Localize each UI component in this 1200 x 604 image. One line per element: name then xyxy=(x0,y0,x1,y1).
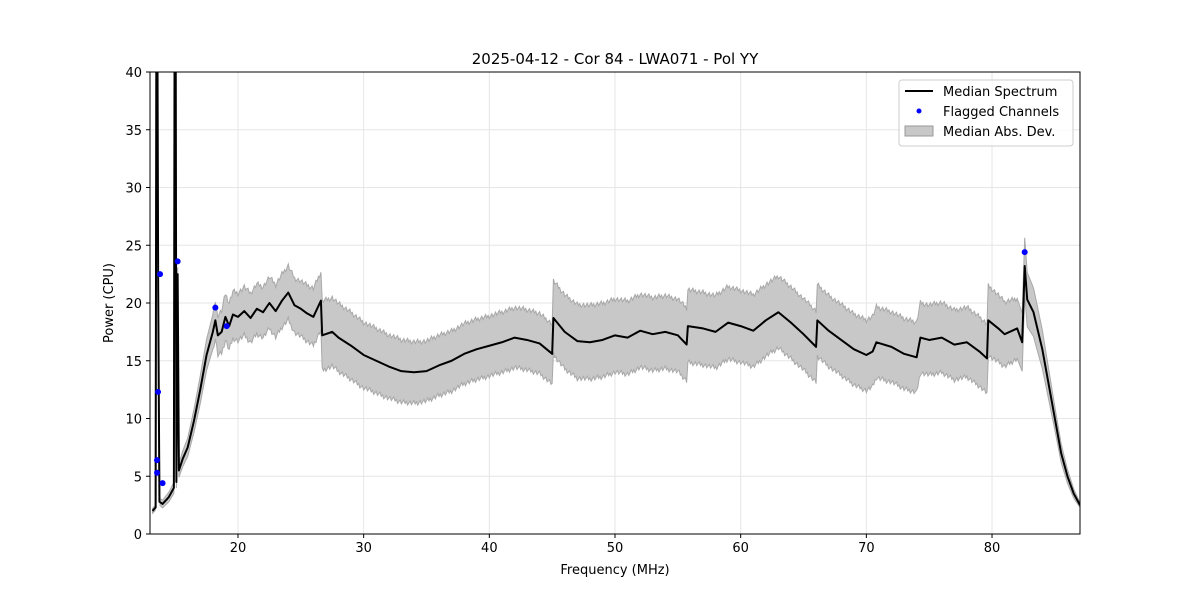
legend-mad: Median Abs. Dev. xyxy=(943,125,1055,140)
y-tick-label: 15 xyxy=(125,355,142,370)
median-spectrum-line xyxy=(151,72,1080,512)
flagged-channel-point xyxy=(212,304,219,311)
legend-box xyxy=(898,79,1074,147)
x-tick-label: 70 xyxy=(858,541,875,556)
y-axis-label: Power (CPU) xyxy=(102,263,117,343)
mad-band xyxy=(152,72,1080,515)
flagged-channel-point xyxy=(1021,249,1028,256)
flagged-channel-point xyxy=(155,388,162,395)
flagged-channel-point xyxy=(174,258,181,265)
flagged-channel-point xyxy=(159,480,166,487)
y-tick-label: 25 xyxy=(125,239,142,254)
x-tick-label: 30 xyxy=(355,541,372,556)
y-tick-label: 40 xyxy=(125,66,142,81)
y-tick-label: 10 xyxy=(125,413,142,428)
flagged-channel-point xyxy=(223,323,230,330)
flagged-channel-point xyxy=(154,457,161,464)
x-axis-label: Frequency (MHz) xyxy=(560,563,669,578)
legend-mad-patch-icon xyxy=(904,125,934,137)
x-tick-label: 80 xyxy=(984,541,1001,556)
x-tick-label: 20 xyxy=(230,541,247,556)
flagged-channel-point xyxy=(154,469,161,476)
y-tick-label: 20 xyxy=(125,297,142,312)
y-tick-label: 0 xyxy=(134,528,142,543)
legend-flagged-dot-icon xyxy=(916,108,922,114)
x-tick-label: 60 xyxy=(732,541,749,556)
y-tick-label: 35 xyxy=(125,124,142,139)
chart-title: 2025-04-12 - Cor 84 - LWA071 - Pol YY xyxy=(472,50,759,68)
legend-flagged: Flagged Channels xyxy=(943,105,1059,120)
x-tick-label: 50 xyxy=(607,541,624,556)
x-tick-label: 40 xyxy=(481,541,498,556)
y-tick-label: 30 xyxy=(125,182,142,197)
y-tick-label: 5 xyxy=(134,470,142,485)
legend: Median Spectrum Flagged Channels Median … xyxy=(898,79,1074,147)
legend-median: Median Spectrum xyxy=(943,85,1057,100)
flagged-channel-point xyxy=(157,271,164,278)
